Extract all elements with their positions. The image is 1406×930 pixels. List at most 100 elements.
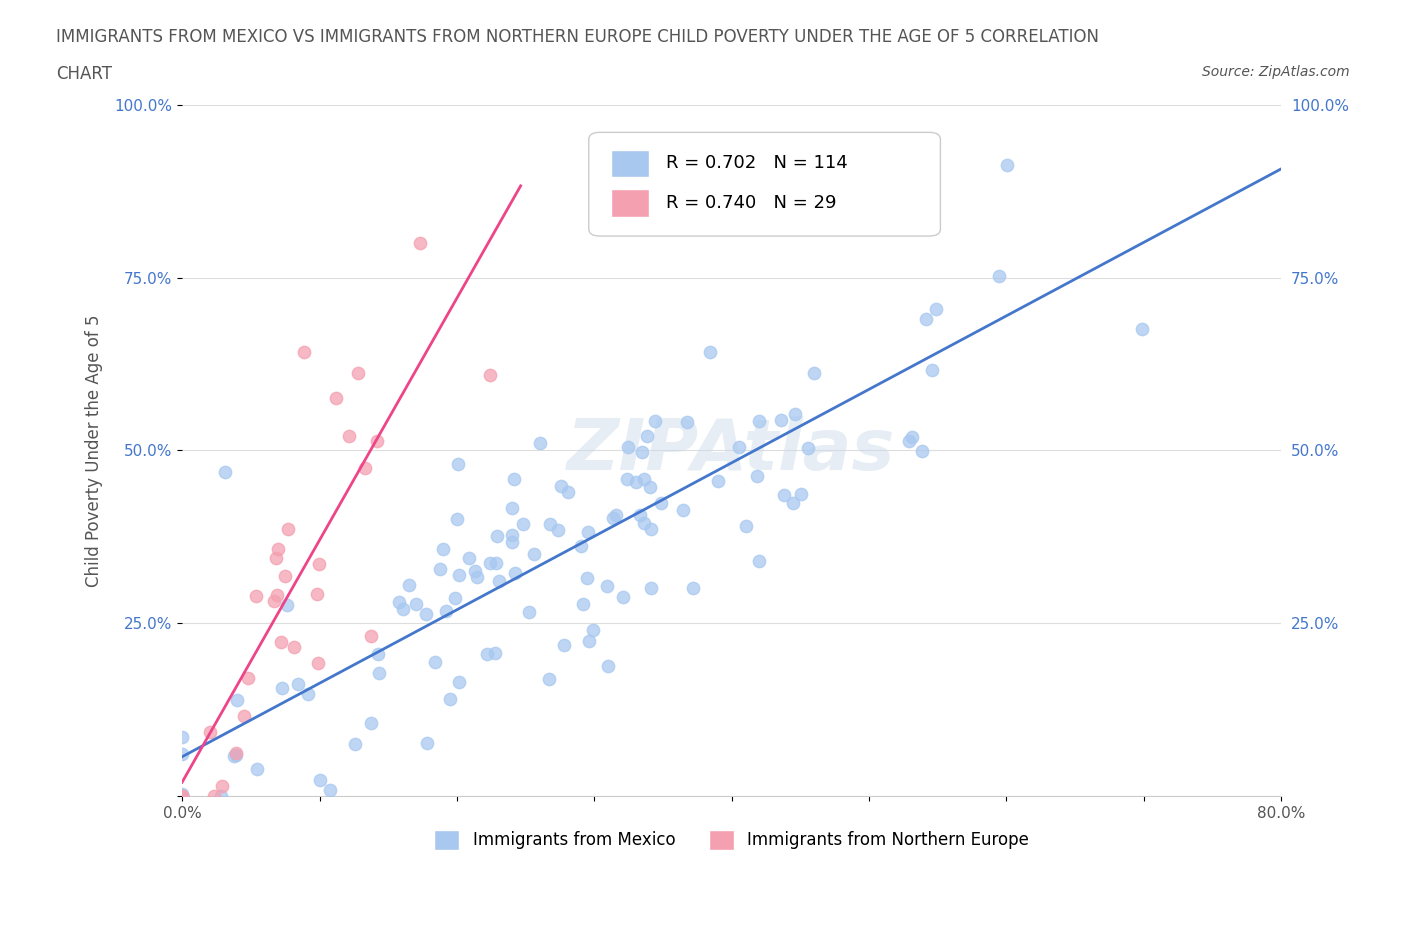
Point <box>172 787 194 802</box>
Point <box>434 604 457 618</box>
Point <box>707 473 730 488</box>
Point <box>501 500 523 515</box>
Point <box>172 789 194 804</box>
Point <box>337 429 360 444</box>
Point <box>612 590 634 604</box>
Point <box>512 516 534 531</box>
Point <box>503 472 526 486</box>
Point <box>638 480 661 495</box>
Point <box>447 457 470 472</box>
Point <box>266 588 288 603</box>
Point <box>211 779 233 794</box>
Point <box>616 472 638 486</box>
Point <box>538 516 561 531</box>
Point <box>569 538 592 553</box>
FancyBboxPatch shape <box>610 189 650 217</box>
Point <box>283 640 305 655</box>
Point <box>307 587 329 602</box>
Point <box>783 406 806 421</box>
Point <box>538 671 561 686</box>
Point <box>449 675 471 690</box>
Legend: Immigrants from Mexico, Immigrants from Northern Europe: Immigrants from Mexico, Immigrants from … <box>427 823 1036 857</box>
Text: Source: ZipAtlas.com: Source: ZipAtlas.com <box>1202 65 1350 79</box>
Point <box>484 645 506 660</box>
Point <box>429 562 451 577</box>
Point <box>319 783 342 798</box>
Point <box>596 579 619 594</box>
Point <box>501 535 523 550</box>
Point <box>409 236 432 251</box>
Point <box>276 598 298 613</box>
Point <box>415 607 437 622</box>
Point <box>748 413 770 428</box>
Point <box>245 589 267 604</box>
Point <box>682 580 704 595</box>
Point <box>605 508 627 523</box>
Point <box>366 433 388 448</box>
Point <box>773 488 796 503</box>
Point <box>475 646 498 661</box>
Point <box>236 671 259 685</box>
Point <box>439 692 461 707</box>
Point <box>578 634 600 649</box>
Point <box>872 195 894 210</box>
Point <box>633 515 655 530</box>
Point <box>292 344 315 359</box>
Point <box>995 158 1018 173</box>
Point <box>211 789 233 804</box>
Point <box>901 430 924 445</box>
Point <box>172 789 194 804</box>
Point <box>488 574 510 589</box>
Point <box>523 547 546 562</box>
Point <box>446 512 468 526</box>
Text: IMMIGRANTS FROM MEXICO VS IMMIGRANTS FROM NORTHERN EUROPE CHILD POVERTY UNDER TH: IMMIGRANTS FROM MEXICO VS IMMIGRANTS FRO… <box>56 28 1099 46</box>
Point <box>582 622 605 637</box>
Point <box>225 747 247 762</box>
Point <box>172 789 194 804</box>
Point <box>769 413 792 428</box>
Point <box>267 541 290 556</box>
Point <box>392 602 415 617</box>
Point <box>347 365 370 380</box>
Point <box>699 344 721 359</box>
Point <box>232 709 254 724</box>
Point <box>596 658 619 673</box>
Point <box>432 541 454 556</box>
Point <box>270 634 292 649</box>
Point <box>246 762 269 777</box>
Point <box>308 556 330 571</box>
Text: R = 0.740   N = 29: R = 0.740 N = 29 <box>665 193 837 212</box>
Point <box>368 666 391 681</box>
Point <box>425 655 447 670</box>
Point <box>287 677 309 692</box>
Point <box>388 594 411 609</box>
Point <box>297 686 319 701</box>
Point <box>198 724 221 739</box>
Point <box>277 522 299 537</box>
Point <box>270 681 292 696</box>
Point <box>479 555 502 570</box>
Point <box>360 629 382 644</box>
Point <box>343 737 366 751</box>
Point <box>226 692 249 707</box>
Point <box>478 368 501 383</box>
Point <box>745 469 768 484</box>
Point <box>308 773 330 788</box>
Point <box>628 507 651 522</box>
Point <box>325 391 347 405</box>
Text: R = 0.702   N = 114: R = 0.702 N = 114 <box>665 153 848 172</box>
Text: ZIPAtlas: ZIPAtlas <box>568 416 896 485</box>
Point <box>576 525 599 539</box>
Point <box>464 564 486 578</box>
Point <box>624 474 647 489</box>
Point <box>550 479 572 494</box>
Point <box>529 436 551 451</box>
Point <box>172 789 194 804</box>
Text: CHART: CHART <box>56 65 112 83</box>
Point <box>225 745 247 760</box>
Point <box>447 567 470 582</box>
Point <box>172 730 194 745</box>
Point <box>782 496 804 511</box>
Point <box>988 268 1011 283</box>
Point <box>576 571 599 586</box>
